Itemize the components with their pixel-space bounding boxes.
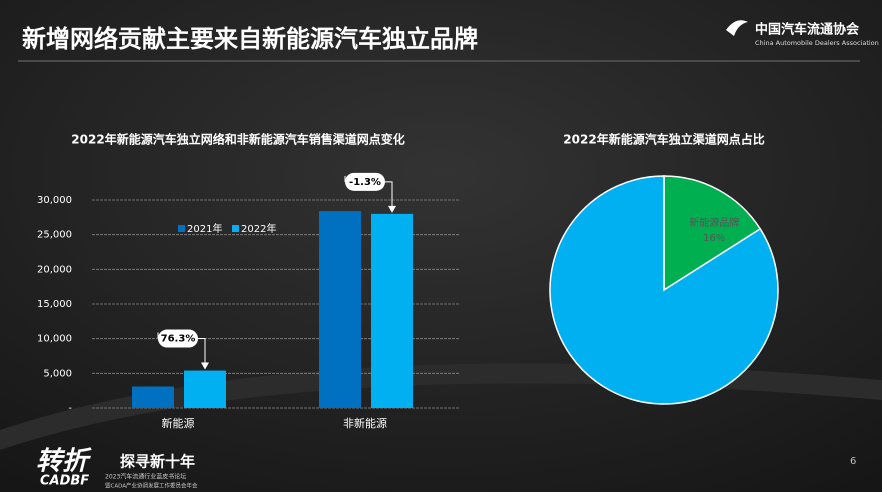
legend-swatch — [232, 225, 239, 232]
legend-label: 2022年 — [241, 222, 276, 235]
callout-label: -1.3% — [349, 177, 381, 188]
arrow-head — [201, 362, 209, 370]
brand: 转折 — [36, 447, 92, 477]
chart-title: 2022年新能源汽车独立渠道网点占比 — [563, 132, 764, 147]
arrow-head — [388, 205, 396, 213]
y-tick-label: 5,000 — [43, 368, 72, 379]
callout-label: 76.3% — [161, 334, 196, 345]
callout-arrow — [157, 332, 206, 367]
legend-label: 2021年 — [187, 222, 222, 235]
forum: 2023汽车流通行业蓝皮书论坛 — [105, 473, 186, 481]
y-tick-label: - — [68, 403, 72, 414]
x-tick-label: 非新能源 — [343, 416, 387, 430]
y-tick-label: 10,000 — [37, 334, 72, 345]
logo-icon — [726, 20, 748, 36]
forum-sub: 暨CADA产业协调发展工作委员会年会 — [105, 482, 198, 490]
bar — [184, 370, 226, 408]
y-tick-label: 25,000 — [37, 230, 72, 241]
title-rule — [18, 60, 860, 62]
chart-title: 2022年新能源汽车独立网络和非新能源汽车销售渠道网点变化 — [71, 132, 404, 147]
brand-en: CADBF — [40, 474, 89, 489]
y-tick-label: 15,000 — [37, 299, 72, 310]
page-number: 6 — [850, 456, 856, 467]
slice-value: 16% — [703, 233, 725, 244]
bar — [371, 213, 413, 408]
pie-slice — [663, 175, 762, 292]
y-tick-label: 30,000 — [37, 195, 72, 206]
x-tick-label: 新能源 — [162, 416, 195, 430]
callout-box — [345, 172, 385, 191]
legend-swatch — [178, 225, 185, 232]
slice-label: 新能源品牌 — [689, 216, 739, 229]
bar — [319, 211, 361, 408]
callout-arrow — [344, 175, 393, 210]
slogan: 探寻新十年 — [120, 453, 195, 471]
slide-title: 新增网络贡献主要来自新能源汽车独立品牌 — [22, 25, 478, 53]
org-en: China Automobile Dealers Association — [755, 39, 879, 47]
callout-box — [158, 329, 198, 348]
pie-slice — [549, 175, 779, 405]
bar — [132, 386, 174, 408]
org-cn: 中国汽车流通协会 — [755, 22, 860, 38]
y-tick-label: 20,000 — [37, 264, 72, 275]
